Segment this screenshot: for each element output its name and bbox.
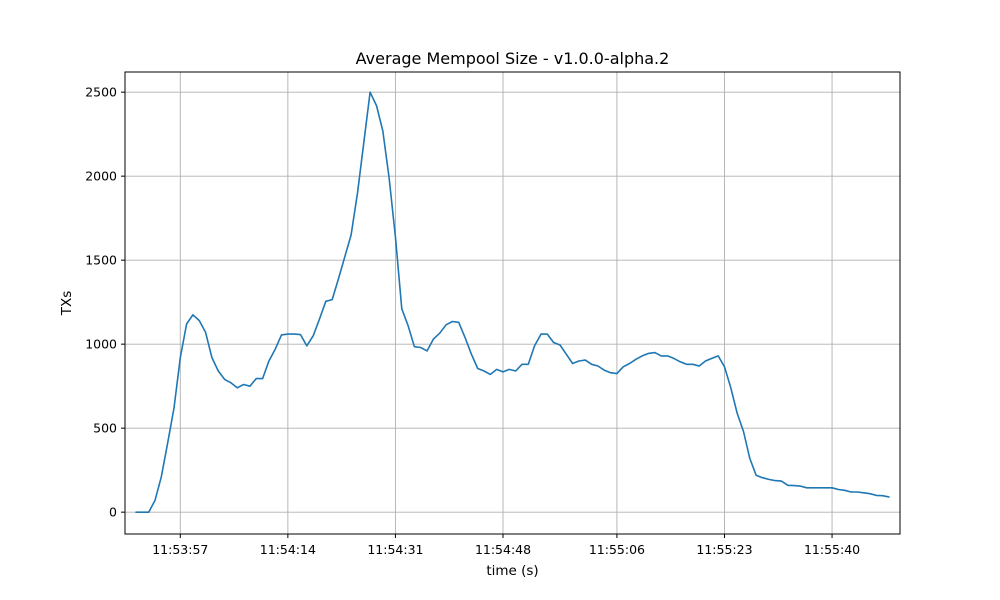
x-tick-label: 11:55:06 [589,542,645,557]
plot-area-frame [124,71,901,535]
x-tick-label: 11:54:14 [260,542,316,557]
x-tick-label: 11:55:40 [804,542,860,557]
x-tick-label: 11:55:23 [696,542,752,557]
grid [125,72,900,534]
x-tick-label: 11:54:31 [367,542,423,557]
y-tick-label: 500 [93,421,117,436]
x-tick-label: 11:54:48 [475,542,531,557]
series-line-mempool [135,91,890,514]
y-tick-label: 1500 [85,253,117,268]
x-tick-label: 11:53:57 [152,542,208,557]
y-tick-label: 0 [109,505,117,520]
x-axis-label: time (s) [486,563,538,579]
chart-title: Average Mempool Size - v1.0.0-alpha.2 [356,49,670,68]
y-tick-label: 2000 [85,169,117,184]
y-axis-label: TXs [59,291,75,317]
series-group [135,91,890,514]
y-tick-label: 2500 [85,85,117,100]
x-axis: 11:53:57 11:54:14 11:54:31 11:54:48 11:55:06… [152,534,860,557]
y-axis: 0 500 1000 1500 2000 2500 [85,85,125,520]
y-tick-label: 1000 [85,337,117,352]
